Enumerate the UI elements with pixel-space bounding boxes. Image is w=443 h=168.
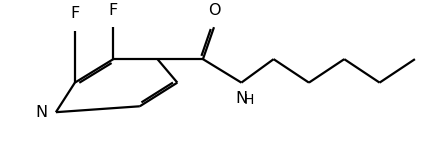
Text: O: O [208,3,220,18]
Text: H: H [243,93,254,107]
Text: N: N [235,91,248,106]
Text: F: F [70,6,79,21]
Text: F: F [109,3,118,18]
Text: N: N [35,106,47,120]
